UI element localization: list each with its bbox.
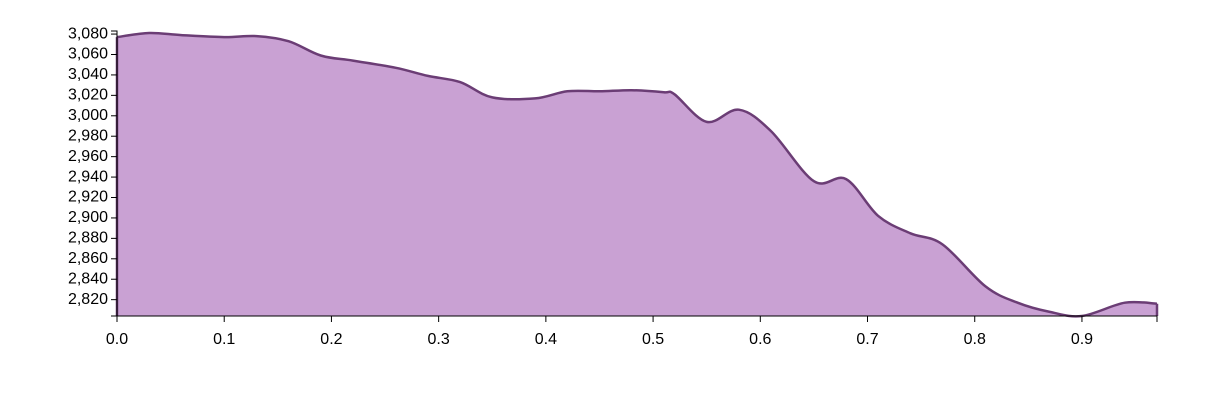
- y-tick-label: 2,860: [68, 250, 108, 267]
- x-tick-label: 0.7: [856, 331, 878, 348]
- y-tick-label: 3,080: [68, 25, 108, 42]
- x-tick-label: 0.9: [1071, 331, 1093, 348]
- y-tick-label: 3,000: [68, 107, 108, 124]
- y-axis: 2,820 2,840 2,860 2,880 2,900 2,920 2,940 2,960…: [68, 25, 118, 317]
- x-tick-label: 0.0: [106, 331, 128, 348]
- x-tick-label: 0.6: [749, 331, 771, 348]
- x-tick-label: 0.4: [535, 331, 557, 348]
- y-tick-label: 2,820: [68, 291, 108, 308]
- y-tick-label: 2,920: [68, 189, 108, 206]
- x-tick-label: 0.8: [964, 331, 986, 348]
- y-tick-label: 3,040: [68, 66, 108, 83]
- y-tick-label: 3,020: [68, 87, 108, 104]
- x-tick-label: 0.5: [642, 331, 664, 348]
- y-tick-label: 2,940: [68, 168, 108, 185]
- y-tick-label: 3,060: [68, 46, 108, 63]
- y-tick-label: 2,900: [68, 209, 108, 226]
- plot-area: [115, 31, 1159, 318]
- y-tick-label: 2,980: [68, 127, 108, 144]
- x-tick-label: 0.3: [428, 331, 450, 348]
- x-tick-label: 0.2: [320, 331, 342, 348]
- x-axis: 0.0 0.1 0.2 0.3 0.4 0.5 0.6 0.7 0.8 0.9: [106, 315, 1158, 348]
- y-tick-label: 2,840: [68, 270, 108, 287]
- y-axis-line: [111, 30, 118, 317]
- y-tick-label: 2,880: [68, 230, 108, 247]
- x-tick-label: 0.1: [213, 331, 235, 348]
- x-axis-line: [116, 315, 1158, 322]
- series-line: [116, 31, 1158, 318]
- area-fill: [117, 32, 1157, 317]
- y-tick-label: 2,960: [68, 148, 108, 165]
